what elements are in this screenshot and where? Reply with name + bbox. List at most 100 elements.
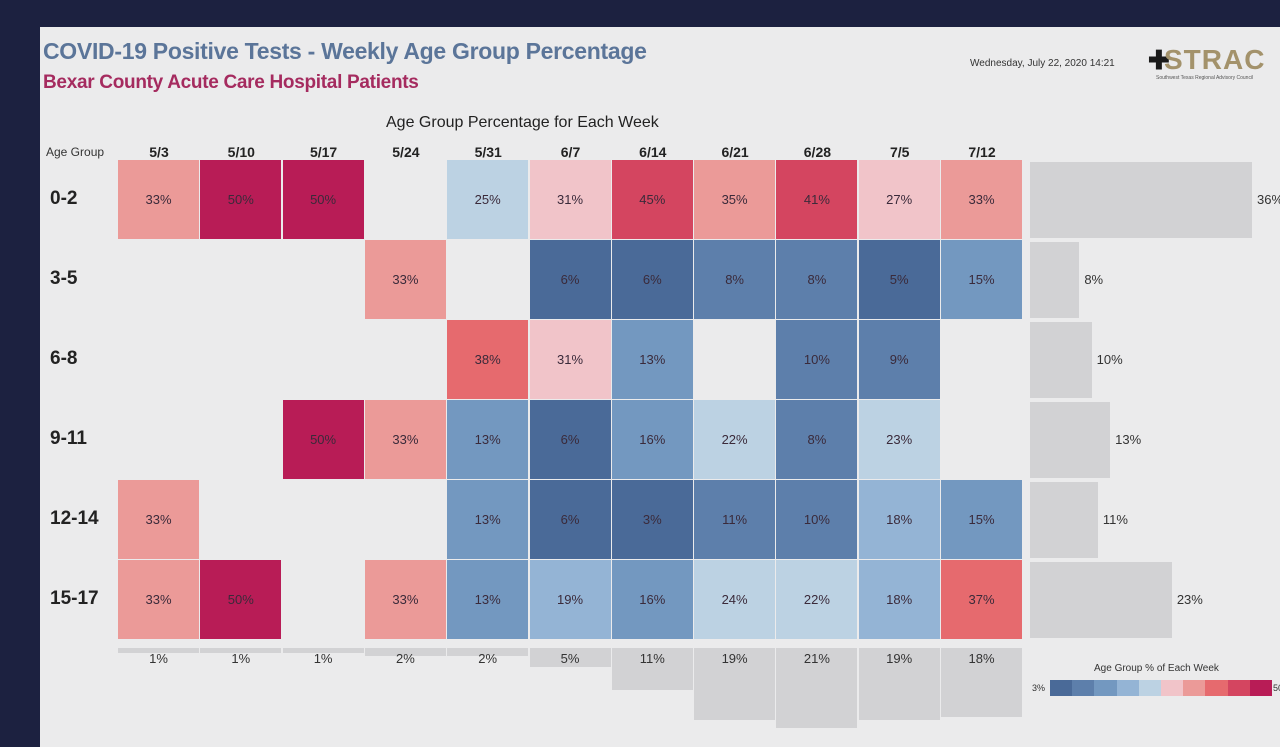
heatmap-cell: 38%	[447, 320, 529, 399]
heatmap-cell: 41%	[776, 160, 858, 239]
column-total-label: 1%	[313, 651, 333, 666]
row-total-bar	[1030, 402, 1111, 478]
heatmap-cell: 33%	[364, 400, 446, 479]
legend-swatch	[1183, 680, 1206, 696]
heatmap-cell: 10%	[776, 320, 858, 399]
column-total-bar	[282, 648, 364, 653]
column-header: 5/31	[474, 144, 502, 160]
row-label: 9-11	[50, 428, 87, 449]
column-total-bar	[941, 648, 1022, 717]
heatmap-cell: 3%	[611, 480, 693, 559]
heatmap-cell: 33%	[118, 160, 199, 239]
column-total-bar	[447, 648, 529, 656]
heatmap-cell: 25%	[447, 160, 529, 239]
heatmap-cell: 8%	[776, 400, 858, 479]
page-subtitle: Bexar County Acute Care Hospital Patient…	[43, 72, 419, 93]
legend-swatch	[1050, 680, 1073, 696]
column-total-label: 1%	[149, 651, 168, 666]
column-total-bar	[364, 648, 446, 656]
heatmap-cell: 33%	[118, 560, 199, 639]
row-label: 3-5	[50, 268, 78, 289]
column-total-bar	[529, 648, 611, 668]
column-header: 5/3	[149, 144, 169, 160]
legend-swatch	[1227, 680, 1250, 696]
heatmap-cell: 35%	[694, 160, 776, 239]
row-total-label: 23%	[1176, 592, 1203, 607]
legend-swatch	[1094, 680, 1117, 696]
logo-text: STRAC	[1164, 44, 1266, 75]
row-total-bar	[1030, 242, 1080, 318]
column-header: 6/14	[639, 144, 667, 160]
column-header: 7/12	[968, 144, 996, 160]
heatmap-cell: 6%	[529, 240, 611, 319]
datestamp: Wednesday, July 22, 2020 14:21	[970, 58, 1115, 69]
heatmap-cell: 31%	[529, 320, 611, 399]
heatmap-cell: 33%	[364, 560, 446, 639]
column-total-label: 19%	[721, 651, 748, 666]
row-total-label: 8%	[1084, 272, 1104, 287]
heatmap-cell: 13%	[611, 320, 693, 399]
heatmap-cell: 10%	[776, 480, 858, 559]
row-label: 0-2	[50, 188, 78, 209]
column-header: 6/7	[560, 144, 581, 160]
heatmap-cell: 31%	[529, 160, 611, 239]
heatmap-cell: 11%	[694, 480, 776, 559]
row-label: 6-8	[50, 348, 78, 369]
chart-title: Age Group Percentage for Each Week	[386, 114, 659, 131]
heatmap-cell: 50%	[200, 560, 282, 639]
row-total-bar	[1030, 562, 1172, 638]
cross-icon: ✚	[1148, 45, 1170, 75]
column-header: 5/17	[309, 144, 338, 160]
heatmap-cell: 13%	[447, 560, 529, 639]
heatmap-cell: 50%	[200, 160, 282, 239]
heatmap-cell: 22%	[694, 400, 776, 479]
column-total-label: 19%	[886, 651, 913, 666]
column-header: 6/21	[721, 144, 749, 160]
heatmap-cell: 18%	[858, 480, 940, 559]
column-total-label: 18%	[968, 651, 995, 666]
strac-logo: ✚ STRAC Southwest Texas Regional Advisor…	[1148, 43, 1280, 83]
column-header: 6/28	[803, 144, 832, 160]
color-scale-legend	[1050, 680, 1273, 696]
heatmap-cell: 18%	[858, 560, 940, 639]
heatmap-cell: 22%	[776, 560, 858, 639]
heatmap-cell: 15%	[941, 240, 1022, 319]
legend-swatch	[1138, 680, 1162, 696]
legend-min-label: 3%	[1032, 683, 1046, 693]
row-label: 15-17	[50, 588, 99, 609]
heatmap-cell: 33%	[364, 240, 446, 319]
heatmap-cell: 27%	[858, 160, 940, 239]
legend-swatch	[1161, 680, 1184, 696]
column-total-bar	[118, 648, 199, 653]
column-total-label: 21%	[803, 651, 830, 666]
column-total-label: 1%	[231, 651, 251, 666]
row-total-label: 13%	[1115, 432, 1142, 447]
column-header: 5/10	[227, 144, 255, 160]
heatmap-cell: 8%	[776, 240, 858, 319]
heatmap-cell: 6%	[529, 480, 611, 559]
legend-swatch	[1205, 680, 1228, 696]
row-total-label: 11%	[1102, 512, 1128, 527]
legend-swatch	[1072, 680, 1095, 696]
heatmap-cell: 5%	[858, 240, 940, 319]
row-total-bar	[1030, 482, 1098, 558]
heatmap-cell: 33%	[941, 160, 1022, 239]
column-total-bar	[611, 648, 693, 690]
column-header: 7/5	[889, 144, 910, 160]
legend-swatch	[1116, 680, 1139, 696]
heatmap-cell: 45%	[611, 160, 693, 239]
heatmap-cell: 50%	[282, 400, 364, 479]
heatmap-cell: 13%	[447, 400, 529, 479]
legend-swatch	[1249, 680, 1273, 696]
column-total-bar	[858, 648, 940, 721]
row-total-label: 36%	[1257, 192, 1280, 207]
column-total-label: 2%	[478, 651, 498, 666]
column-total-bar	[776, 648, 858, 728]
heatmap-cell: 8%	[694, 240, 776, 319]
column-header: 5/24	[392, 144, 420, 160]
column-total-label: 2%	[395, 651, 415, 666]
heatmap-cell: 19%	[529, 560, 611, 639]
column-total-bar	[200, 648, 282, 653]
heatmap-cell: 33%	[118, 480, 199, 559]
heatmap-cell: 9%	[858, 320, 940, 399]
